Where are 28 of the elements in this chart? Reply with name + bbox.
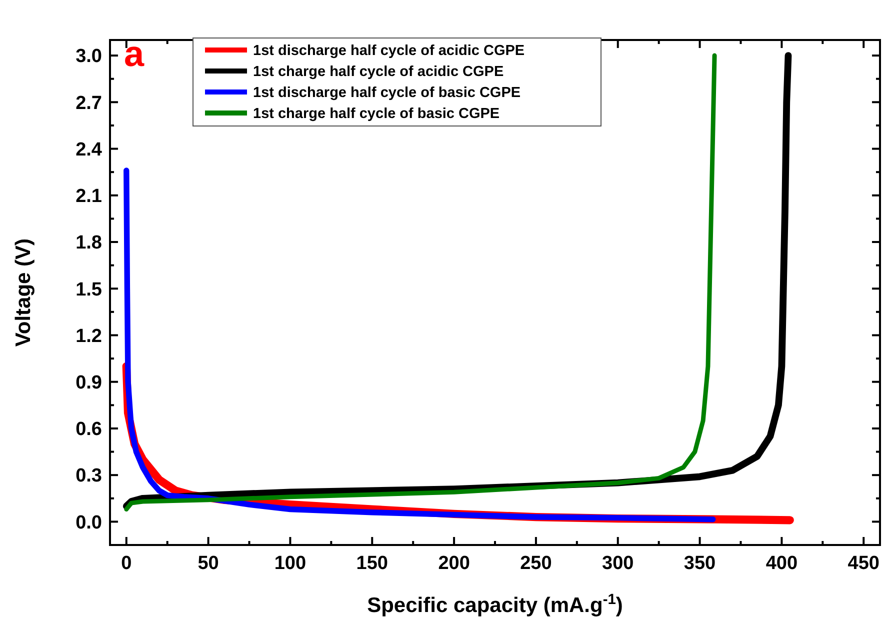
y-tick-label: 2.7 (76, 92, 102, 114)
legend-label: 1st charge half cycle of acidic CGPE (253, 64, 504, 80)
y-tick-label: 1.2 (76, 326, 102, 347)
legend-label: 1st discharge half cycle of basic CGPE (253, 85, 521, 102)
x-tick-label: 250 (520, 553, 552, 574)
y-tick-label: 0.0 (76, 512, 102, 534)
x-tick-label: 100 (274, 553, 306, 574)
y-axis-title: Voltage (V) (12, 238, 35, 347)
x-tick-label: 300 (602, 553, 634, 574)
y-tick-label: 1.8 (76, 232, 102, 254)
y-tick-label: 2.4 (76, 139, 102, 160)
x-tick-label: 200 (438, 553, 470, 574)
y-tick-label: 0.3 (76, 466, 102, 487)
x-tick-label: 0 (121, 553, 132, 574)
annotation: a (124, 33, 145, 74)
x-tick-label: 150 (356, 553, 388, 574)
x-tick-label: 50 (198, 553, 219, 574)
y-tick-label: 0.6 (76, 419, 102, 440)
x-tick-label: 350 (684, 553, 716, 574)
x-tick-label: 400 (766, 553, 798, 574)
legend-label: 1st discharge half cycle of acidic CGPE (253, 43, 525, 60)
y-tick-label: 3.0 (76, 46, 102, 68)
y-tick-label: 0.9 (76, 372, 102, 394)
y-tick-label: 1.5 (76, 279, 102, 300)
legend-label: 1st charge half cycle of basic CGPE (253, 106, 500, 122)
y-tick-label: 2.1 (76, 186, 102, 208)
x-axis-title: Specific capacity (mA.g$^{-1}$) (367, 592, 623, 617)
x-tick-label: 450 (848, 553, 880, 574)
